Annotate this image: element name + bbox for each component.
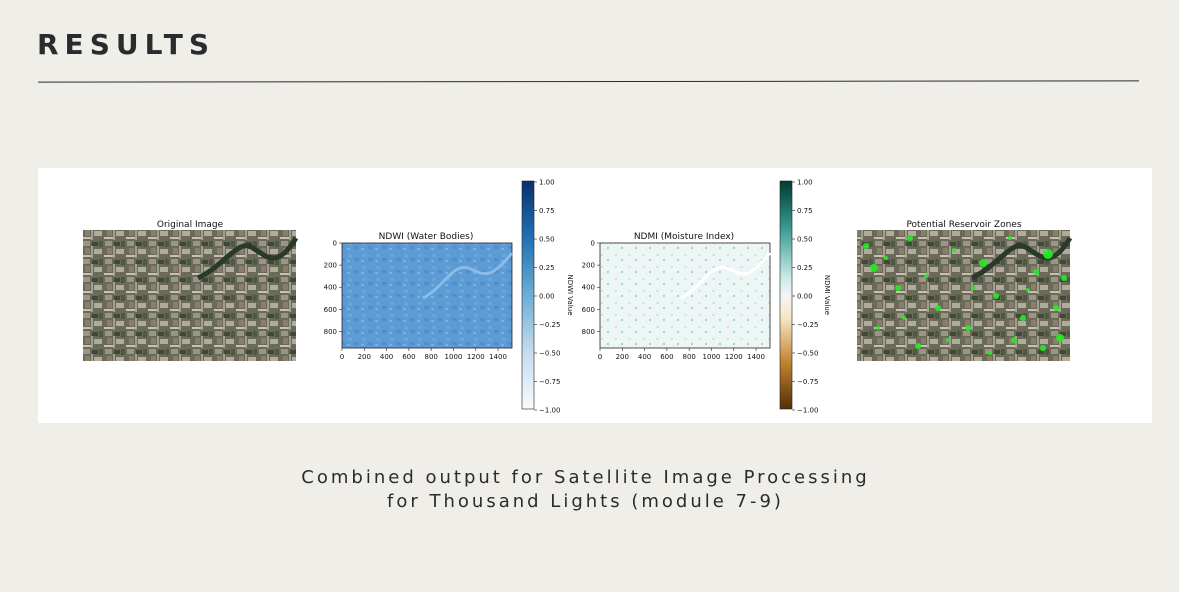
ndmi-colorbar-tick-label: 0.50	[797, 236, 813, 244]
ndwi-colorbar-label: NDWI Value	[566, 274, 574, 315]
ndwi-x-axis: 0 200 400 600 800 1000 1200 1400	[340, 348, 507, 361]
ndmi-x-tick-label: 1200	[725, 353, 743, 361]
reservoir-spot	[1008, 236, 1012, 240]
ndwi-colorbar-tick-label: 0.75	[539, 207, 555, 215]
reservoir-spot	[1043, 249, 1053, 259]
reservoir-spot	[946, 338, 950, 342]
ndwi-y-tick-label: 200	[324, 262, 337, 270]
reservoir-spot	[876, 326, 880, 330]
ndwi-panel: NDWI (Water Bodies) 0 200 400 600 800 1000 120…	[324, 179, 574, 415]
ndwi-colorbar-tick-label: 0.00	[539, 293, 555, 301]
reservoir-spot	[972, 286, 976, 290]
ndmi-colorbar-tick-label: −0.25	[797, 321, 818, 329]
ndwi-x-tick-label: 0	[340, 353, 344, 361]
reservoir-spot	[1026, 288, 1030, 292]
ndwi-colorbar-tick-label: 0.25	[539, 264, 555, 272]
ndwi-y-tick-label: 0	[333, 240, 337, 248]
panel-title-ndwi: NDWI (Water Bodies)	[379, 232, 474, 242]
ndwi-x-tick-label: 600	[402, 353, 415, 361]
ndwi-colorbar-tick-label: −0.25	[539, 321, 560, 329]
ndwi-colorbar-ticks: 1.00 0.75 0.50 0.25 0.00 −0.25 −0.50 −0.75 −1.00	[534, 179, 560, 415]
original-image-panel: Original Image	[83, 220, 299, 361]
ndmi-panel: NDMI (Moisture Index) 0 200 400 600 800 1000 1…	[582, 179, 831, 415]
ndmi-x-tick-label: 800	[682, 353, 695, 361]
title-divider	[37, 80, 1140, 83]
reservoir-spot	[924, 274, 928, 278]
ndmi-map	[599, 242, 771, 349]
ndmi-colorbar	[779, 180, 793, 410]
reservoir-spot	[1053, 305, 1059, 311]
ndmi-colorbar-tick-label: −1.00	[797, 407, 818, 415]
ndwi-x-tick-label: 400	[380, 353, 393, 361]
ndmi-colorbar-tick-label: 0.25	[797, 264, 813, 272]
ndmi-colorbar-label: NDMI Value	[823, 275, 831, 315]
ndmi-colorbar-tick-label: −0.75	[797, 378, 818, 386]
ndmi-x-tick-label: 400	[638, 353, 651, 361]
reservoir-spot	[965, 325, 971, 331]
ndwi-colorbar-tick-label: 0.50	[539, 236, 555, 244]
ndmi-x-axis: 0 200 400 600 800 1000 1200 1400	[598, 348, 765, 361]
reservoir-spot	[1011, 337, 1017, 343]
reservoir-spot	[935, 305, 941, 311]
reservoir-spot	[979, 259, 987, 267]
reservoir-spot	[915, 343, 921, 349]
ndmi-x-tick-label: 0	[598, 353, 602, 361]
ndmi-x-tick-label: 200	[616, 353, 629, 361]
ndmi-x-tick-label: 1400	[747, 353, 765, 361]
reservoir-highlights	[863, 235, 1067, 355]
reservoir-spot	[1040, 345, 1046, 351]
ndmi-colorbar-tick-label: 0.00	[797, 293, 813, 301]
reservoir-spot	[1061, 275, 1067, 281]
ndmi-colorbar-ticks: 1.00 0.75 0.50 0.25 0.00 −0.25 −0.50 −0.75 −1.00	[792, 179, 818, 415]
reservoir-spot	[1056, 334, 1064, 342]
ndwi-x-tick-label: 200	[358, 353, 371, 361]
reservoir-spot	[988, 351, 992, 355]
ndmi-colorbar-tick-label: −0.50	[797, 350, 818, 358]
reservoir-spot	[993, 293, 999, 299]
ndmi-colorbar-tick-label: 1.00	[797, 179, 813, 187]
reservoir-spot	[952, 248, 956, 252]
panel-title-ndmi: NDMI (Moisture Index)	[634, 232, 734, 242]
reservoir-spot	[884, 256, 888, 260]
ndmi-x-tick-label: 1000	[703, 353, 721, 361]
ndmi-y-tick-label: 600	[582, 306, 595, 314]
reservoir-spot	[907, 235, 913, 241]
ndwi-y-tick-label: 800	[324, 328, 337, 336]
ndwi-x-tick-label: 800	[424, 353, 437, 361]
results-figure: Original Image NDWI (Water Bodies) 0 200 4…	[38, 168, 1152, 423]
ndmi-y-tick-label: 800	[582, 328, 595, 336]
reservoir-image	[857, 230, 1070, 361]
satellite-image	[83, 230, 296, 361]
reservoir-spot	[870, 264, 878, 272]
ndwi-colorbar-tick-label: −0.75	[539, 378, 560, 386]
ndmi-y-tick-label: 200	[582, 262, 595, 270]
reservoir-spot	[1020, 315, 1026, 321]
ndwi-colorbar-tick-label: −0.50	[539, 350, 560, 358]
ndmi-x-tick-label: 600	[660, 353, 673, 361]
ndmi-y-tick-label: 0	[591, 240, 595, 248]
slide-title: RESULTS	[37, 28, 216, 61]
figure-caption: Combined output for Satellite Image Proc…	[301, 467, 870, 512]
ndwi-colorbar-tick-label: 1.00	[539, 179, 555, 187]
reservoir-spot	[863, 243, 869, 249]
reservoir-spot	[895, 285, 901, 291]
ndwi-x-tick-label: 1000	[445, 353, 463, 361]
ndwi-y-tick-label: 600	[324, 306, 337, 314]
reservoir-panel: Potential Reservoir Zones	[857, 220, 1073, 361]
ndwi-y-tick-label: 400	[324, 284, 337, 292]
ndmi-y-tick-label: 400	[582, 284, 595, 292]
ndwi-colorbar	[521, 180, 535, 410]
ndmi-y-axis: 0 200 400 600 800	[582, 240, 600, 336]
panel-title-reservoir: Potential Reservoir Zones	[906, 220, 1021, 230]
ndwi-colorbar-tick-label: −1.00	[539, 407, 560, 415]
ndwi-y-axis: 0 200 400 600 800	[324, 240, 342, 336]
panel-title-original: Original Image	[157, 220, 224, 230]
reservoir-spot	[1033, 269, 1039, 275]
reservoir-spot	[902, 316, 906, 320]
ndmi-colorbar-tick-label: 0.75	[797, 207, 813, 215]
ndwi-x-tick-label: 1400	[489, 353, 507, 361]
ndwi-x-tick-label: 1200	[467, 353, 485, 361]
